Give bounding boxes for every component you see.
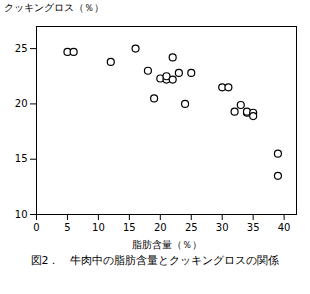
svg-text:クッキングロス（％）: クッキングロス（％） xyxy=(4,2,104,13)
svg-text:30: 30 xyxy=(216,222,229,233)
html-text:図2． 牛肉中の脂肪含量とクッキングロスの関係: 図2． 牛肉中の脂肪含量とクッキングロスの関係 xyxy=(30,254,280,267)
svg-text:25: 25 xyxy=(185,222,198,233)
svg-text:10: 10 xyxy=(92,222,105,233)
svg-text:0: 0 xyxy=(33,222,39,233)
svg-text:10: 10 xyxy=(15,209,28,220)
svg-text:35: 35 xyxy=(247,222,260,233)
svg-text:20: 20 xyxy=(154,222,167,233)
svg-text:40: 40 xyxy=(278,222,291,233)
svg-text:15: 15 xyxy=(123,222,136,233)
svg-text:脂肪含量（％）: 脂肪含量（％） xyxy=(132,239,202,250)
svg-text:5: 5 xyxy=(64,222,70,233)
svg-text:20: 20 xyxy=(15,98,28,109)
svg-text:15: 15 xyxy=(15,153,28,164)
svg-text:25: 25 xyxy=(15,43,28,54)
